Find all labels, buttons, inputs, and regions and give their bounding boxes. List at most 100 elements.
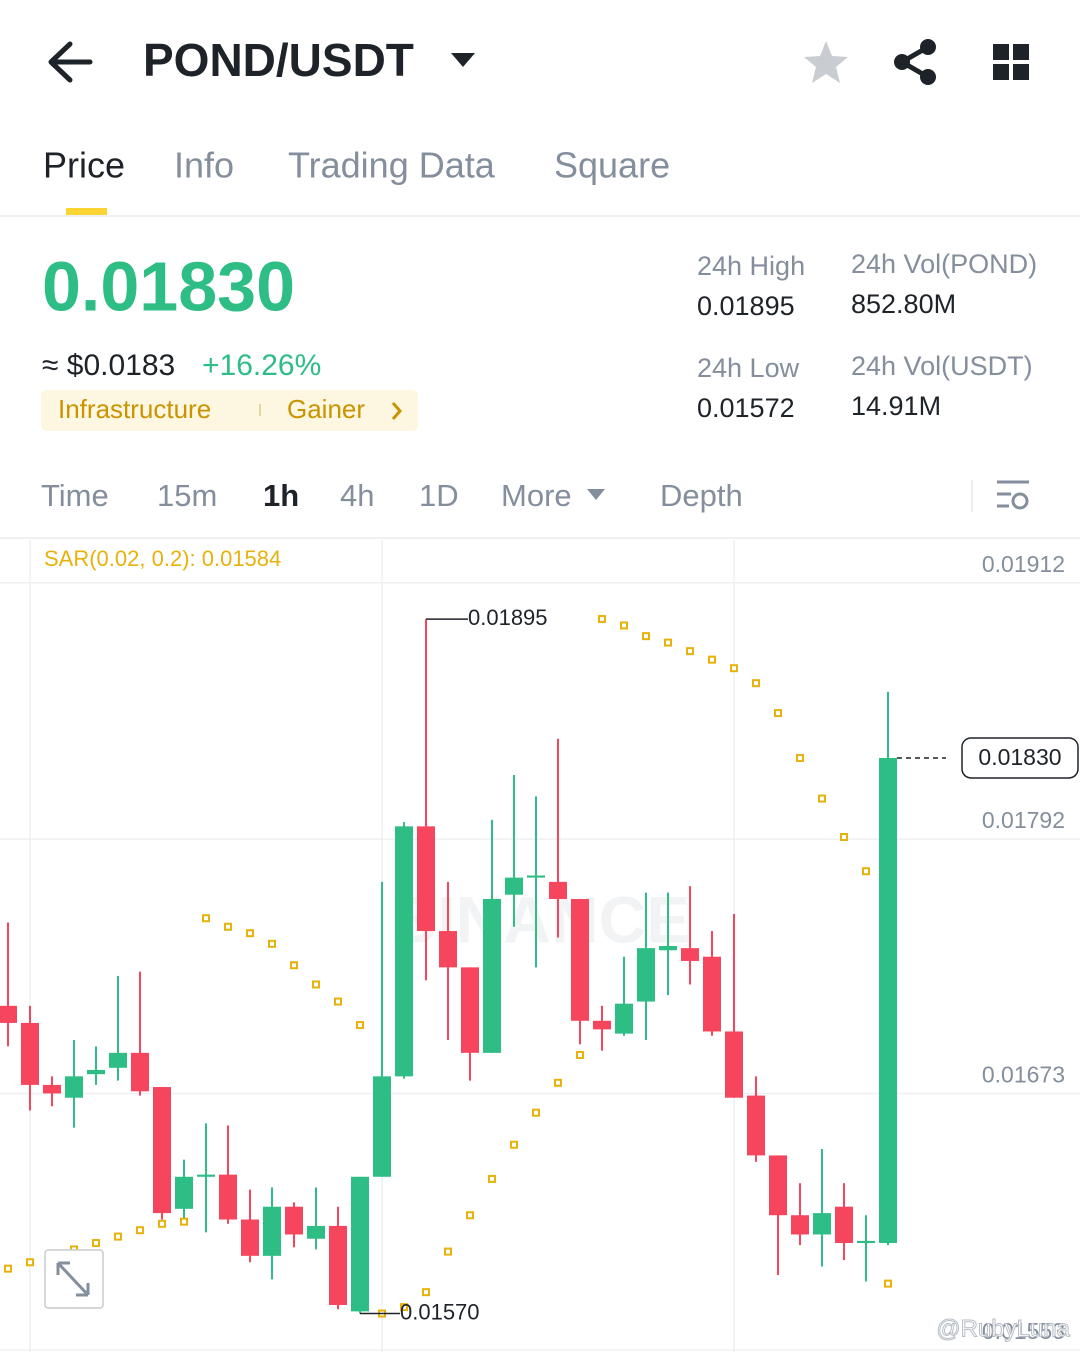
stat-label: 24h Vol(USDT) <box>851 351 1033 381</box>
indicator-label: SAR(0.02, 0.2): 0.01584 <box>44 546 281 571</box>
interval[interactable]: Time <box>41 478 109 513</box>
stat-value: 14.91M <box>851 391 941 421</box>
sar-dot <box>334 997 342 1006</box>
y-tick-label: 0.01912 <box>982 551 1065 577</box>
chart-settings-icon[interactable] <box>997 480 1029 510</box>
sar-dot <box>664 638 672 647</box>
candle-body <box>263 1206 281 1256</box>
sar-dot <box>444 1247 452 1256</box>
candle-body <box>681 948 699 961</box>
sar-dot <box>752 679 760 688</box>
interval[interactable]: 4h <box>340 478 374 513</box>
sar-dot <box>510 1140 518 1149</box>
back-button[interactable] <box>48 41 93 83</box>
candle-body <box>549 881 567 899</box>
divider <box>971 480 973 512</box>
sar-dot <box>26 1258 34 1267</box>
pair-dropdown[interactable] <box>451 53 475 67</box>
candle-body <box>461 967 479 1053</box>
tag-separator <box>259 404 261 416</box>
sar-dot <box>774 709 782 718</box>
candle-body <box>285 1206 303 1235</box>
candle-body <box>483 898 501 1053</box>
interval[interactable]: 1h <box>263 478 299 513</box>
candle-body <box>747 1095 765 1156</box>
sar-dot <box>312 980 320 989</box>
candle-body <box>43 1084 61 1094</box>
sar-dot <box>246 929 254 938</box>
favorite-icon[interactable] <box>804 41 848 83</box>
interval[interactable]: 15m <box>157 478 217 513</box>
candle-body <box>307 1225 325 1239</box>
min-label: 0.01570 <box>400 1299 480 1324</box>
sar-dot <box>642 632 650 641</box>
tab[interactable]: Square <box>554 145 670 186</box>
candle-body <box>505 877 523 895</box>
candle-body <box>615 1003 633 1034</box>
stat-value: 0.01572 <box>697 393 795 423</box>
candle-body <box>395 826 413 1077</box>
candle-body <box>87 1069 105 1075</box>
sar-dot <box>92 1239 100 1248</box>
expand-icon <box>56 1261 90 1297</box>
interval[interactable]: More <box>501 478 572 513</box>
candle-body <box>527 875 545 878</box>
price-tag: 0.01830 <box>978 744 1061 770</box>
sar-dot <box>796 753 804 762</box>
user-watermark: @RubyLuna <box>936 1315 1070 1342</box>
tag-chevron <box>391 402 402 420</box>
candle-body <box>65 1076 83 1098</box>
candle-body <box>879 757 897 1244</box>
candle-body <box>571 898 589 1021</box>
y-tick-label: 0.01553 <box>982 1318 1065 1344</box>
sar-dot <box>422 1288 430 1297</box>
tab[interactable]: Price <box>43 145 125 186</box>
pair-title[interactable]: POND/USDT <box>143 34 414 86</box>
candle-body <box>0 1005 17 1023</box>
menu-grid-icon[interactable] <box>993 44 1029 80</box>
price-tag-box <box>961 737 1079 779</box>
sar-dot <box>730 664 738 673</box>
sar-dot <box>400 1303 408 1312</box>
sar-dot <box>180 1217 188 1226</box>
candle-body <box>21 1022 39 1085</box>
interval[interactable]: Depth <box>660 478 743 513</box>
tag[interactable]: Gainer <box>287 394 365 424</box>
sar-dot <box>818 794 826 803</box>
sar-dot <box>884 1279 892 1288</box>
sar-dot <box>862 867 870 876</box>
candle-body <box>659 946 677 951</box>
tab[interactable]: Trading Data <box>288 145 496 186</box>
tag[interactable]: Infrastructure <box>58 394 211 424</box>
candlestick-chart: BINANCE0.019120.017920.016730.015530.018… <box>0 540 1080 1352</box>
tab[interactable]: Info <box>174 145 234 186</box>
candle-body <box>351 1176 369 1312</box>
sar-dot <box>708 655 716 664</box>
sar-dot <box>202 914 210 923</box>
share-icon[interactable] <box>894 39 936 85</box>
stat-value: 852.80M <box>851 289 956 319</box>
candle-body <box>241 1219 259 1256</box>
sar-dot <box>158 1219 166 1228</box>
stat-value: 0.01895 <box>697 291 795 321</box>
sar-dot <box>114 1232 122 1241</box>
more-dropdown[interactable] <box>587 489 605 500</box>
expand-button[interactable] <box>44 1249 104 1309</box>
candle-body <box>791 1215 809 1235</box>
interval[interactable]: 1D <box>419 478 459 513</box>
sar-dot <box>840 833 848 842</box>
sar-dot <box>532 1108 540 1117</box>
tag-box <box>41 390 418 431</box>
divider <box>0 215 1080 217</box>
candle-body <box>439 931 457 968</box>
candle-body <box>175 1176 193 1209</box>
stat-label: 24h Vol(POND) <box>851 249 1037 279</box>
last-price: 0.01830 <box>42 247 295 325</box>
candle-body <box>373 1076 391 1177</box>
sar-dot <box>356 1021 364 1030</box>
sar-dot <box>4 1264 12 1273</box>
max-label: 0.01895 <box>468 605 548 630</box>
candle-body <box>131 1052 149 1092</box>
